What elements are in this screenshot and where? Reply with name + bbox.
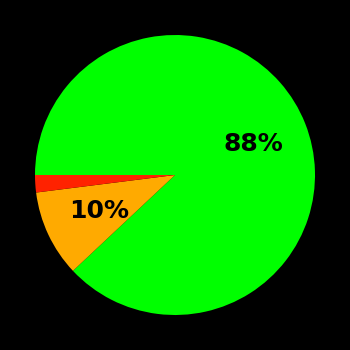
Text: 88%: 88%: [223, 132, 283, 156]
Wedge shape: [36, 175, 175, 271]
Wedge shape: [35, 35, 315, 315]
Text: 10%: 10%: [69, 199, 129, 223]
Wedge shape: [35, 175, 175, 192]
